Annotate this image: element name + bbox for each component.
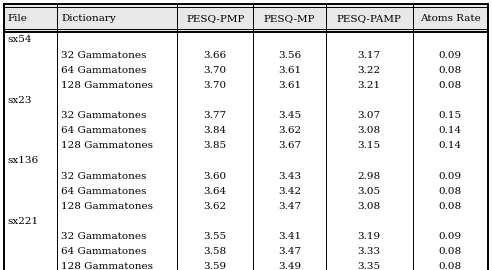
- Text: 3.43: 3.43: [278, 171, 301, 181]
- Text: 32 Gammatones: 32 Gammatones: [61, 111, 147, 120]
- Text: 3.33: 3.33: [358, 247, 381, 256]
- Text: 3.42: 3.42: [278, 187, 301, 196]
- Text: 0.15: 0.15: [439, 111, 462, 120]
- Text: 3.59: 3.59: [204, 262, 227, 270]
- Text: 0.08: 0.08: [439, 187, 462, 196]
- Text: 0.09: 0.09: [439, 171, 462, 181]
- Text: 0.14: 0.14: [439, 126, 462, 135]
- Text: 3.05: 3.05: [358, 187, 381, 196]
- Text: 3.62: 3.62: [278, 126, 301, 135]
- Text: 32 Gammatones: 32 Gammatones: [61, 50, 147, 60]
- Text: 64 Gammatones: 64 Gammatones: [61, 66, 147, 75]
- Text: 3.77: 3.77: [204, 111, 227, 120]
- Text: PESQ-PAMP: PESQ-PAMP: [337, 14, 401, 23]
- Text: 0.08: 0.08: [439, 262, 462, 270]
- Text: 3.47: 3.47: [278, 247, 301, 256]
- Text: PESQ-PMP: PESQ-PMP: [186, 14, 245, 23]
- Text: PESQ-MP: PESQ-MP: [264, 14, 315, 23]
- Text: 3.21: 3.21: [358, 81, 381, 90]
- Text: 3.60: 3.60: [204, 171, 227, 181]
- Text: 3.66: 3.66: [204, 50, 227, 60]
- Text: 128 Gammatones: 128 Gammatones: [61, 262, 153, 270]
- Text: 64 Gammatones: 64 Gammatones: [61, 247, 147, 256]
- Text: 3.70: 3.70: [204, 81, 227, 90]
- Text: Dictionary: Dictionary: [61, 14, 116, 23]
- Text: 128 Gammatones: 128 Gammatones: [61, 202, 153, 211]
- Text: 3.07: 3.07: [358, 111, 381, 120]
- Text: 3.56: 3.56: [278, 50, 301, 60]
- Text: 3.70: 3.70: [204, 66, 227, 75]
- Text: 3.64: 3.64: [204, 187, 227, 196]
- Text: 3.15: 3.15: [358, 141, 381, 150]
- Text: sx221: sx221: [8, 217, 39, 226]
- Text: 64 Gammatones: 64 Gammatones: [61, 126, 147, 135]
- Text: 0.09: 0.09: [439, 232, 462, 241]
- Text: 128 Gammatones: 128 Gammatones: [61, 141, 153, 150]
- Text: 3.85: 3.85: [204, 141, 227, 150]
- Text: 3.55: 3.55: [204, 232, 227, 241]
- Text: 64 Gammatones: 64 Gammatones: [61, 187, 147, 196]
- Text: 3.61: 3.61: [278, 81, 301, 90]
- Text: sx23: sx23: [8, 96, 32, 105]
- Text: 0.08: 0.08: [439, 66, 462, 75]
- Text: 3.35: 3.35: [358, 262, 381, 270]
- Text: sx136: sx136: [8, 156, 39, 166]
- Text: 3.67: 3.67: [278, 141, 301, 150]
- Text: 2.98: 2.98: [358, 171, 381, 181]
- Text: 3.58: 3.58: [204, 247, 227, 256]
- Text: 3.08: 3.08: [358, 126, 381, 135]
- Text: 3.84: 3.84: [204, 126, 227, 135]
- Text: 3.22: 3.22: [358, 66, 381, 75]
- Text: 3.49: 3.49: [278, 262, 301, 270]
- Text: 0.08: 0.08: [439, 247, 462, 256]
- Text: 3.45: 3.45: [278, 111, 301, 120]
- Text: 0.14: 0.14: [439, 141, 462, 150]
- Text: sx54: sx54: [8, 35, 32, 45]
- Text: 3.41: 3.41: [278, 232, 301, 241]
- Text: 3.61: 3.61: [278, 66, 301, 75]
- Text: 128 Gammatones: 128 Gammatones: [61, 81, 153, 90]
- Bar: [4, 4, 488, 32]
- Text: 3.47: 3.47: [278, 202, 301, 211]
- Text: 0.08: 0.08: [439, 81, 462, 90]
- Text: File: File: [8, 14, 28, 23]
- Text: 3.08: 3.08: [358, 202, 381, 211]
- Text: 3.17: 3.17: [358, 50, 381, 60]
- Text: 32 Gammatones: 32 Gammatones: [61, 232, 147, 241]
- Text: 32 Gammatones: 32 Gammatones: [61, 171, 147, 181]
- Text: 3.19: 3.19: [358, 232, 381, 241]
- Text: Atoms Rate: Atoms Rate: [420, 14, 481, 23]
- Text: 0.08: 0.08: [439, 202, 462, 211]
- Text: 0.09: 0.09: [439, 50, 462, 60]
- Text: 3.62: 3.62: [204, 202, 227, 211]
